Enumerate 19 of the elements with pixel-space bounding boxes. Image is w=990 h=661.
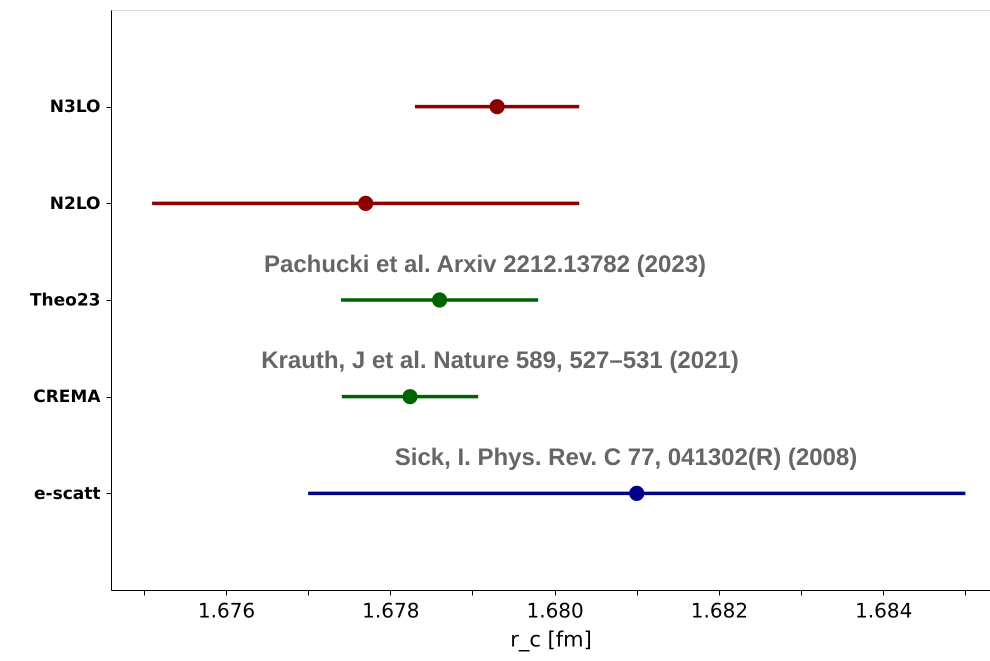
- y-tick-label: Theo23: [30, 290, 100, 310]
- point: [402, 389, 418, 404]
- y-tick-label: CREMA: [33, 387, 102, 408]
- annotation: Pachucki et al. Arxiv 2212.13782 (2023): [264, 251, 706, 278]
- x-tick-label: 1.684: [855, 598, 912, 622]
- x-tick-label: 1.676: [198, 598, 256, 622]
- point: [629, 486, 644, 501]
- x-tick-label: 1.682: [690, 598, 748, 622]
- x-tick-label: 1.678: [362, 598, 420, 622]
- x-tick-label: 1.680: [526, 598, 584, 622]
- point: [432, 292, 448, 308]
- point: [490, 99, 505, 114]
- y-tick-label: e-scatt: [34, 484, 100, 504]
- annotation: Sick, I. Phys. Rev. C 77, 041302(R) (2008): [394, 444, 858, 471]
- y-tick-label: N3LO: [50, 97, 100, 118]
- point: [358, 196, 374, 211]
- x-axis-title: r_c [fm]: [510, 628, 592, 652]
- y-tick-label: N2LO: [50, 194, 100, 214]
- annotation: Krauth, J et al. Nature 589, 527–531 (2021): [261, 347, 739, 374]
